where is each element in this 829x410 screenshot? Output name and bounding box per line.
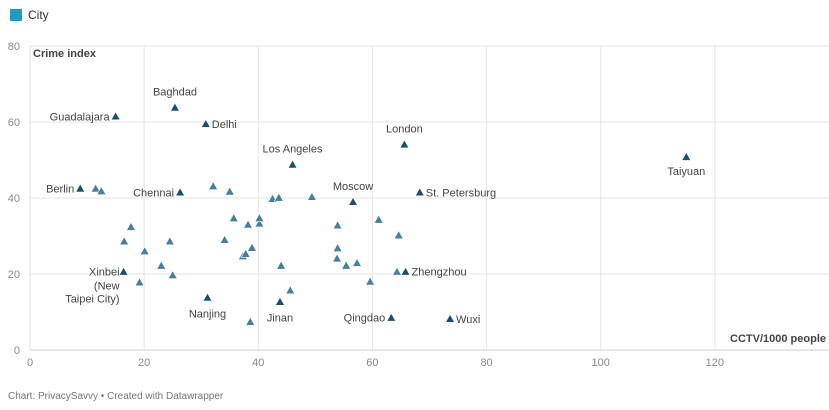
data-point — [139, 246, 150, 255]
x-tick-label: 20 — [138, 357, 150, 369]
legend-label: City — [28, 8, 49, 22]
x-tick-label: 100 — [592, 357, 610, 369]
data-point — [332, 253, 343, 263]
point-label: Berlin — [46, 184, 74, 196]
data-point — [391, 266, 402, 276]
data-point — [393, 230, 404, 240]
legend-swatch — [10, 9, 22, 21]
x-axis-title: CCTV/1000 people — [730, 333, 826, 345]
data-point — [134, 277, 145, 287]
data-point — [228, 213, 239, 222]
data-point — [365, 276, 376, 286]
data-point-labeled — [399, 139, 410, 149]
data-point-labeled — [175, 187, 186, 197]
y-axis-title: Crime index — [33, 48, 97, 60]
point-label: Delhi — [212, 119, 237, 131]
grid — [29, 45, 829, 351]
data-point — [246, 242, 258, 252]
data-point — [306, 191, 317, 201]
y-tick-label: 40 — [8, 193, 20, 205]
data-point — [332, 220, 343, 230]
data-point — [126, 221, 137, 231]
data-point — [119, 236, 130, 246]
data-point — [224, 186, 235, 196]
data-point-labeled — [445, 313, 456, 323]
data-point — [242, 219, 254, 229]
data-point — [273, 192, 284, 202]
data-point — [219, 234, 230, 244]
x-tick-label: 80 — [480, 357, 492, 369]
data-point — [332, 243, 343, 252]
point-label: Chennai — [133, 187, 174, 199]
point-label: Taiyuan — [667, 166, 705, 178]
x-tick-label: 0 — [27, 357, 33, 369]
data-point — [167, 270, 178, 279]
point-label: Taipei City) — [65, 294, 119, 306]
point-labels: Guadalajara Baghdad Delhi London Los Angeles… — [46, 87, 705, 326]
data-point — [240, 248, 251, 258]
data-point-labeled — [118, 266, 129, 276]
data-point — [245, 316, 256, 326]
data-point — [156, 260, 167, 270]
tick-labels: 0 20 40 60 80 0 20 40 60 80 100 120 — [8, 41, 724, 369]
data-point-labeled — [200, 118, 211, 128]
point-label: Baghdad — [153, 87, 197, 99]
chart-footer: Chart: PrivacySavvy • Created with Dataw… — [8, 391, 224, 402]
x-tick-label: 40 — [252, 357, 264, 369]
y-tick-label: 20 — [8, 269, 20, 281]
data-point-labeled — [169, 102, 180, 112]
point-label: Nanjing — [189, 309, 226, 321]
data-point — [285, 285, 296, 295]
point-label: Wuxi — [456, 314, 480, 326]
data-point-labeled — [414, 187, 425, 197]
data-points — [75, 102, 692, 326]
point-label: Zhengzhou — [412, 267, 467, 279]
data-point — [96, 186, 107, 195]
y-tick-label: 80 — [8, 41, 20, 53]
point-label: Moscow — [333, 181, 373, 193]
y-tick-label: 60 — [8, 117, 20, 129]
point-label: St. Petersburg — [426, 187, 496, 199]
data-point — [90, 183, 101, 193]
data-point — [254, 218, 265, 228]
data-point-labeled — [202, 292, 213, 302]
data-point — [164, 236, 175, 246]
data-point — [352, 257, 363, 267]
data-point-labeled — [287, 159, 298, 169]
point-label: (New — [94, 281, 120, 293]
data-point-labeled — [386, 312, 397, 322]
data-point — [254, 213, 265, 222]
point-label: Qingdao — [344, 313, 386, 325]
data-point-labeled — [348, 196, 359, 206]
data-point-labeled — [274, 296, 285, 306]
point-label: London — [386, 123, 423, 135]
point-label: Guadalajara — [50, 111, 111, 123]
point-label: Jinan — [267, 313, 293, 325]
point-label: Los Angeles — [263, 144, 323, 156]
y-tick-label: 0 — [14, 345, 20, 357]
scatter-chart: 0 20 40 60 80 0 20 40 60 80 100 120 Crime index CCT… — [8, 41, 829, 369]
legend: City — [10, 8, 49, 22]
data-point — [208, 181, 219, 191]
x-tick-label: 60 — [366, 357, 378, 369]
data-point-labeled — [681, 151, 692, 161]
data-point — [373, 214, 384, 224]
data-point-labeled — [110, 111, 121, 121]
point-label: Xinbei — [89, 267, 120, 279]
x-tick-label: 120 — [706, 357, 724, 369]
data-point — [341, 260, 352, 270]
data-point-labeled — [75, 183, 86, 193]
data-point — [276, 260, 287, 270]
data-point-labeled — [400, 266, 411, 276]
